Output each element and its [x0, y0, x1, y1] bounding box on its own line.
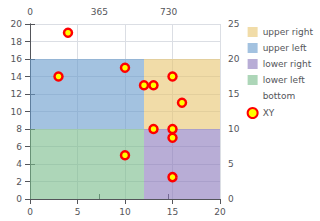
- svg-text:8: 8: [16, 124, 22, 134]
- svg-text:5: 5: [228, 159, 234, 169]
- svg-text:bottom: bottom: [263, 91, 296, 101]
- svg-text:0: 0: [16, 194, 22, 204]
- svg-text:10: 10: [119, 207, 131, 217]
- svg-text:upper left: upper left: [263, 43, 307, 53]
- svg-text:20: 20: [228, 54, 240, 64]
- svg-text:0: 0: [228, 194, 234, 204]
- svg-text:365: 365: [91, 7, 108, 17]
- svg-text:10: 10: [11, 107, 23, 117]
- svg-text:25: 25: [228, 19, 239, 29]
- svg-text:2: 2: [16, 177, 22, 187]
- svg-text:0: 0: [27, 207, 33, 217]
- svg-text:6: 6: [16, 142, 22, 152]
- svg-text:20: 20: [11, 19, 23, 29]
- svg-text:16: 16: [11, 54, 23, 64]
- svg-text:730: 730: [160, 7, 177, 17]
- svg-text:lower right: lower right: [263, 59, 312, 69]
- svg-text:15: 15: [228, 89, 239, 99]
- svg-text:14: 14: [11, 72, 23, 82]
- svg-text:0: 0: [27, 7, 33, 17]
- svg-text:18: 18: [11, 37, 23, 47]
- svg-text:12: 12: [11, 89, 22, 99]
- svg-text:20: 20: [214, 207, 226, 217]
- svg-text:5: 5: [75, 207, 81, 217]
- svg-text:upper right: upper right: [263, 27, 314, 37]
- svg-text:10: 10: [228, 124, 240, 134]
- svg-text:4: 4: [16, 159, 22, 169]
- svg-text:15: 15: [167, 207, 178, 217]
- svg-text:XY: XY: [263, 108, 275, 118]
- svg-text:lower left: lower left: [263, 75, 306, 85]
